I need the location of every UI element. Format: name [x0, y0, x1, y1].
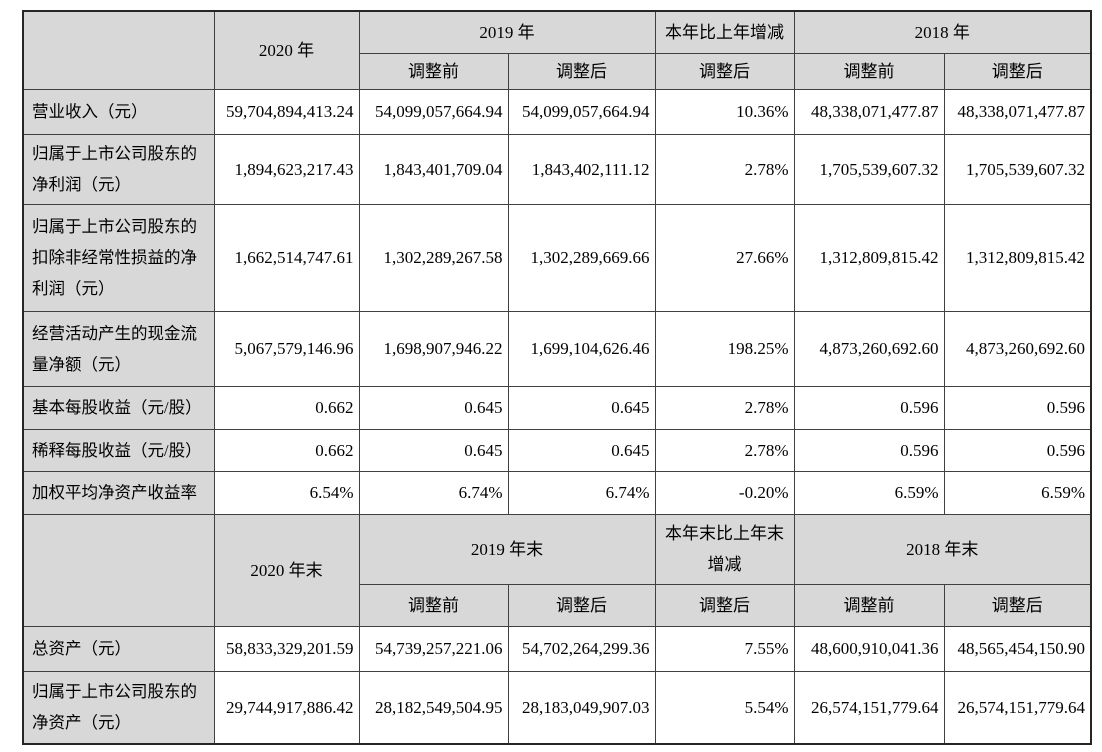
section1-col-header-2019: 2019 年 — [358, 10, 656, 54]
section2-subheader-2019-after: 调整后 — [507, 583, 656, 627]
cell-value: 4,873,260,692.60 — [793, 310, 945, 387]
cell-value: 54,099,057,664.94 — [358, 88, 509, 135]
cell-value: -0.20% — [654, 470, 795, 515]
cell-value: 54,099,057,664.94 — [507, 88, 656, 135]
section2-col-header-2018: 2018 年末 — [793, 513, 1092, 585]
cell-value: 27.66% — [654, 203, 795, 312]
row-label: 归属于上市公司股东的扣除非经常性损益的净利润（元） — [22, 203, 215, 312]
cell-value: 6.54% — [213, 470, 360, 515]
cell-value: 2.78% — [654, 428, 795, 472]
cell-value: 0.596 — [793, 428, 945, 472]
financial-summary-table: 2020 年 2019 年 本年比上年增减 2018 年 调整前 调整后 调整后… — [22, 10, 1092, 745]
table-row-total-assets: 总资产（元） 58,833,329,201.59 54,739,257,221.… — [22, 625, 1092, 672]
cell-value: 5.54% — [654, 670, 795, 745]
cell-value: 1,662,514,747.61 — [213, 203, 360, 312]
cell-value: 5,067,579,146.96 — [213, 310, 360, 387]
cell-value: 1,843,401,709.04 — [358, 133, 509, 205]
cell-value: 0.596 — [943, 385, 1092, 430]
section2-subheader-2018-after: 调整后 — [943, 583, 1092, 627]
cell-value: 0.662 — [213, 385, 360, 430]
cell-value: 1,312,809,815.42 — [793, 203, 945, 312]
row-label: 基本每股收益（元/股） — [22, 385, 215, 430]
row-label: 稀释每股收益（元/股） — [22, 428, 215, 472]
table-row-net-profit: 归属于上市公司股东的净利润（元） 1,894,623,217.43 1,843,… — [22, 133, 1092, 205]
cell-value: 58,833,329,201.59 — [213, 625, 360, 672]
cell-value: 198.25% — [654, 310, 795, 387]
cell-value: 26,574,151,779.64 — [943, 670, 1092, 745]
section1-col-header-2020: 2020 年 — [213, 10, 360, 90]
cell-value: 28,182,549,504.95 — [358, 670, 509, 745]
cell-value: 0.645 — [358, 428, 509, 472]
cell-value: 10.36% — [654, 88, 795, 135]
section2-subheader-change-after: 调整后 — [654, 583, 795, 627]
cell-value: 0.596 — [943, 428, 1092, 472]
section1-subheader-2019-after: 调整后 — [507, 52, 656, 90]
cell-value: 1,302,289,669.66 — [507, 203, 656, 312]
cell-value: 0.645 — [507, 428, 656, 472]
cell-value: 26,574,151,779.64 — [793, 670, 945, 745]
cell-value: 28,183,049,907.03 — [507, 670, 656, 745]
cell-value: 54,739,257,221.06 — [358, 625, 509, 672]
section2-col-header-change: 本年末比上年末增减 — [654, 513, 795, 585]
cell-value: 1,698,907,946.22 — [358, 310, 509, 387]
row-label: 经营活动产生的现金流量净额（元） — [22, 310, 215, 387]
section1-corner-cell — [22, 10, 215, 90]
section1-subheader-2018-before: 调整前 — [793, 52, 945, 90]
cell-value: 7.55% — [654, 625, 795, 672]
cell-value: 2.78% — [654, 385, 795, 430]
section1-col-header-2018: 2018 年 — [793, 10, 1092, 54]
table-row-net-profit-excl-nonrecurring: 归属于上市公司股东的扣除非经常性损益的净利润（元） 1,662,514,747.… — [22, 203, 1092, 312]
section1-header-row-sub: 调整前 调整后 调整后 调整前 调整后 — [23, 52, 1092, 90]
section2-corner-cell — [22, 513, 215, 627]
cell-value: 0.596 — [793, 385, 945, 430]
cell-value: 4,873,260,692.60 — [943, 310, 1092, 387]
table-row-net-assets: 归属于上市公司股东的净资产（元） 29,744,917,886.42 28,18… — [22, 670, 1092, 745]
table-row-basic-eps: 基本每股收益（元/股） 0.662 0.645 0.645 2.78% 0.59… — [22, 385, 1092, 430]
section1-subheader-2019-before: 调整前 — [358, 52, 509, 90]
cell-value: 48,338,071,477.87 — [793, 88, 945, 135]
cell-value: 1,705,539,607.32 — [943, 133, 1092, 205]
row-label: 总资产（元） — [22, 625, 215, 672]
section1-subheader-change-after: 调整后 — [654, 52, 795, 90]
table-row-operating-cash-flow: 经营活动产生的现金流量净额（元） 5,067,579,146.96 1,698,… — [22, 310, 1092, 387]
cell-value: 1,894,623,217.43 — [213, 133, 360, 205]
row-label: 归属于上市公司股东的净利润（元） — [22, 133, 215, 205]
section2-col-header-2019: 2019 年末 — [358, 513, 656, 585]
cell-value: 48,565,454,150.90 — [943, 625, 1092, 672]
cell-value: 48,338,071,477.87 — [943, 88, 1092, 135]
cell-value: 6.59% — [943, 470, 1092, 515]
table-row-diluted-eps: 稀释每股收益（元/股） 0.662 0.645 0.645 2.78% 0.59… — [22, 428, 1092, 472]
cell-value: 54,702,264,299.36 — [507, 625, 656, 672]
cell-value: 29,744,917,886.42 — [213, 670, 360, 745]
section1-header-row-top: 2020 年 2019 年 本年比上年增减 2018 年 — [22, 10, 1092, 90]
cell-value: 1,705,539,607.32 — [793, 133, 945, 205]
cell-value: 1,312,809,815.42 — [943, 203, 1092, 312]
cell-value: 0.662 — [213, 428, 360, 472]
cell-value: 6.59% — [793, 470, 945, 515]
cell-value: 6.74% — [358, 470, 509, 515]
table-row-revenue: 营业收入（元） 59,704,894,413.24 54,099,057,664… — [22, 88, 1092, 135]
section2-col-header-2020: 2020 年末 — [213, 513, 360, 627]
cell-value: 1,699,104,626.46 — [507, 310, 656, 387]
cell-value: 6.74% — [507, 470, 656, 515]
table-row-weighted-avg-roe: 加权平均净资产收益率 6.54% 6.74% 6.74% -0.20% 6.59… — [22, 470, 1092, 515]
section2-subheader-2019-before: 调整前 — [358, 583, 509, 627]
row-label: 营业收入（元） — [22, 88, 215, 135]
row-label: 加权平均净资产收益率 — [22, 470, 215, 515]
cell-value: 0.645 — [358, 385, 509, 430]
cell-value: 2.78% — [654, 133, 795, 205]
section2-header-row-sub: 调整前 调整后 调整后 调整前 调整后 — [23, 583, 1092, 627]
cell-value: 0.645 — [507, 385, 656, 430]
section1-subheader-2018-after: 调整后 — [943, 52, 1092, 90]
cell-value: 1,843,402,111.12 — [507, 133, 656, 205]
section2-subheader-2018-before: 调整前 — [793, 583, 945, 627]
row-label: 归属于上市公司股东的净资产（元） — [22, 670, 215, 745]
cell-value: 59,704,894,413.24 — [213, 88, 360, 135]
section2-header-row-top: 2020 年末 2019 年末 本年末比上年末增减 2018 年末 — [22, 513, 1092, 627]
section1-col-header-change: 本年比上年增减 — [654, 10, 795, 54]
cell-value: 48,600,910,041.36 — [793, 625, 945, 672]
cell-value: 1,302,289,267.58 — [358, 203, 509, 312]
